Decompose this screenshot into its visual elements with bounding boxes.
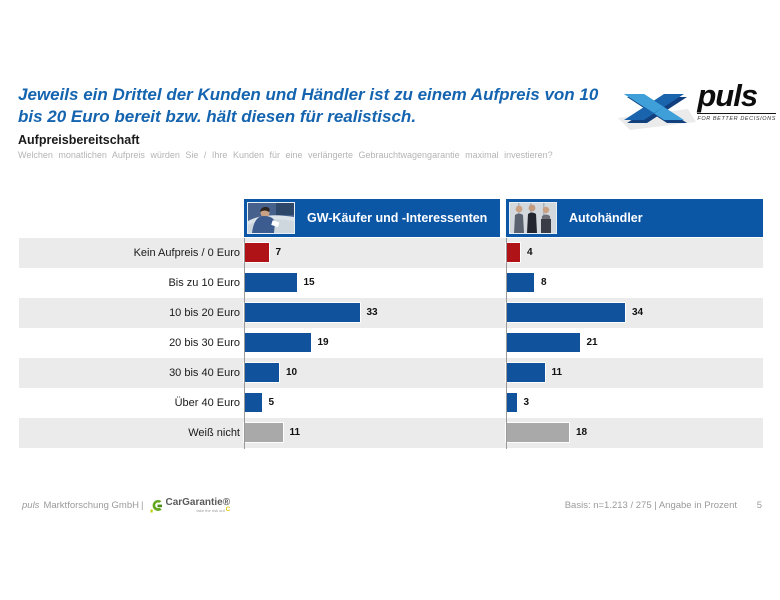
puls-x-icon (618, 94, 696, 130)
bar-dealers (506, 393, 517, 412)
cargarantie-wordmark: CarGarantie® (165, 497, 231, 508)
bar-buyers (244, 393, 262, 412)
chart-row: 30 bis 40 Euro 10 11 (19, 358, 763, 388)
footer-company-italic: puls (22, 499, 40, 511)
chart-row: Bis zu 10 Euro 15 8 (19, 268, 763, 298)
buyer-photo (247, 202, 295, 234)
cargarantie-g-icon (150, 499, 163, 513)
bar-dealers (506, 243, 520, 262)
puls-wordmark-block: puls FOR BETTER DECISIONS (697, 80, 776, 122)
category-label: 20 bis 30 Euro (169, 337, 240, 349)
axis-line-buyers (244, 238, 245, 449)
column-header-label: GW-Käufer und -Interessenten (307, 211, 488, 225)
survey-question: Welchen monatlichen Aufpreis würden Sie … (18, 150, 553, 160)
category-label: Kein Aufpreis / 0 Euro (133, 247, 240, 259)
value-label: 11 (551, 367, 563, 378)
value-label: 8 (541, 277, 547, 288)
value-label: 4 (527, 247, 533, 258)
value-label: 7 (275, 247, 282, 258)
value-label: 3 (523, 397, 530, 408)
footer-company-rest: Marktforschung GmbH (43, 499, 139, 511)
value-label: 18 (576, 427, 588, 438)
value-label: 33 (366, 307, 378, 318)
chart-row: Über 40 Euro 5 3 (19, 388, 763, 418)
bar-buyers (244, 363, 279, 382)
bar-dealers (506, 273, 534, 292)
value-label: 21 (586, 337, 598, 348)
bar-buyers (244, 423, 283, 442)
cargarantie-text: CarGarantie® take the risk out C (165, 497, 230, 513)
bar-dealers (506, 333, 580, 352)
column-header-buyers: GW-Käufer und -Interessenten (244, 199, 500, 237)
footer-source: puls Marktforschung GmbH | CarGarantie® … (22, 494, 230, 516)
axis-line-dealers (506, 238, 507, 449)
category-label: Weiß nicht (188, 427, 240, 439)
puls-tagline: FOR BETTER DECISIONS (697, 113, 776, 122)
value-label: 11 (289, 427, 301, 438)
category-label: 10 bis 20 Euro (169, 307, 240, 319)
footer-separator: | (141, 499, 144, 511)
puls-logo: puls FOR BETTER DECISIONS (618, 78, 778, 136)
puls-wordmark: puls (697, 78, 758, 113)
value-label: 19 (317, 337, 329, 348)
chart-row: 20 bis 30 Euro 19 21 (19, 328, 763, 358)
chart-row: Weiß nicht 11 18 (19, 418, 763, 448)
value-label: 34 (632, 307, 644, 318)
section-heading: Aufpreisbereitschaft (18, 133, 140, 147)
value-label: 5 (268, 397, 275, 408)
page-number: 5 (756, 499, 762, 511)
cargarantie-logo: CarGarantie® take the risk out C (150, 497, 230, 513)
cargarantie-accent-mark: C (225, 507, 231, 513)
bar-dealers (506, 363, 545, 382)
dealer-photo (509, 202, 557, 234)
category-label: Bis zu 10 Euro (168, 277, 240, 289)
value-label: 15 (303, 277, 315, 288)
chart-row: 10 bis 20 Euro 33 34 (19, 298, 763, 328)
page-title: Jeweils ein Drittel der Kunden und Händl… (18, 85, 599, 126)
footer-basis: Basis: n=1.213 / 275 | Angabe in Prozent (564, 499, 737, 511)
bar-buyers (244, 303, 360, 322)
category-label: Über 40 Euro (174, 397, 240, 409)
bar-dealers (506, 423, 569, 442)
bar-buyers (244, 273, 297, 292)
bar-buyers (244, 333, 311, 352)
category-label: 30 bis 40 Euro (169, 367, 240, 379)
chart-row: Kein Aufpreis / 0 Euro 7 4 (19, 238, 763, 268)
cargarantie-tagline: take the risk out C (196, 507, 231, 513)
bar-dealers (506, 303, 625, 322)
value-label: 10 (286, 367, 298, 378)
bar-buyers (244, 243, 269, 262)
column-header-label: Autohändler (569, 211, 643, 225)
column-header-dealers: Autohändler (506, 199, 763, 237)
